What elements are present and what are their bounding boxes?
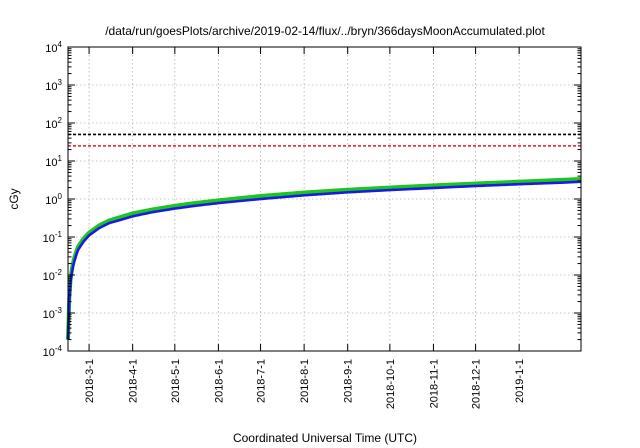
reference-lines [68, 133, 581, 147]
chart-title: /data/run/goesPlots/archive/2019-02-14/f… [105, 24, 545, 38]
y-tick-label: 103 [45, 78, 62, 93]
grid [68, 47, 581, 351]
y-tick-label: 102 [45, 116, 62, 131]
x-tick-label: 2018-10-1 [385, 359, 397, 409]
x-tick-label: 2018-12-1 [471, 359, 483, 409]
x-tick-label: 2018-4-1 [128, 359, 140, 403]
y-tick-label: 104 [45, 40, 62, 55]
x-tick-label: 2018-11-1 [428, 359, 440, 408]
x-tick-label: 2018-5-1 [170, 359, 182, 403]
x-axis: 2018-3-1 2018-4-1 2018-5-1 2018-6-1 2018-7-1… [84, 47, 526, 409]
y-tick-label: 100 [45, 192, 62, 207]
y-tick-label: 10-4 [43, 344, 63, 359]
x-tick-label: 2018-7-1 [256, 359, 268, 403]
series-line-1 [66, 177, 582, 340]
series-line-2 [66, 180, 582, 340]
x-axis-label: Coordinated Universal Time (UTC) [233, 431, 417, 445]
y-tick-label: 10-2 [43, 268, 63, 283]
x-tick-label: 2018-9-1 [343, 359, 355, 403]
x-tick-label: 2018-8-1 [299, 359, 311, 403]
y-axis: 10-4 10-3 10-2 10-1 100 101 102 103 104 [43, 40, 581, 359]
y-tick-label: 101 [45, 154, 62, 169]
x-tick-label: 2019-1-1 [514, 359, 526, 403]
y-tick-label: 10-3 [43, 306, 63, 321]
x-tick-label: 2018-6-1 [213, 359, 225, 403]
y-axis-label: cGy [7, 188, 21, 209]
y-tick-label: 10-1 [43, 230, 63, 245]
series-group [66, 177, 582, 340]
x-tick-label: 2018-3-1 [84, 359, 96, 403]
